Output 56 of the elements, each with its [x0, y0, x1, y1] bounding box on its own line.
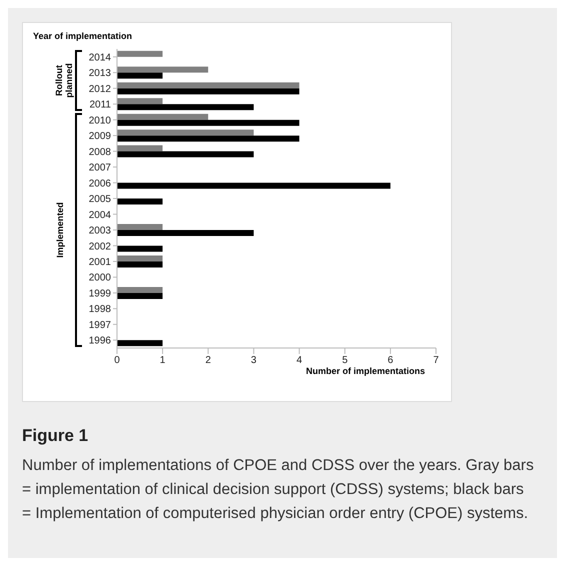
x-tick-label: 0 [114, 355, 120, 366]
bar [117, 120, 300, 126]
bar [117, 98, 163, 104]
bar [117, 261, 163, 268]
bar [117, 198, 163, 205]
bar [117, 230, 254, 236]
y-tick-label: 1999 [88, 288, 112, 300]
bar [117, 224, 163, 230]
x-tick-label: 5 [342, 355, 348, 366]
text: Number of implementations of CPOE and CDSS over the years. Gray bars = implementation of clinical decision support (CDSS) systems; black bars = Implementation of computerised physician order entry (CPOE) systems. [22, 456, 535, 524]
x-tick-label: 3 [250, 355, 257, 366]
bar [117, 292, 163, 299]
bar [117, 136, 300, 142]
y-tick-label: 2013 [88, 68, 112, 80]
y-tick-label: 1998 [88, 304, 112, 316]
y-tick-label: 2005 [88, 194, 112, 206]
y-tick-label: 1996 [88, 336, 112, 347]
bar [117, 246, 163, 252]
bar [117, 130, 254, 136]
y-tick-label: 2012 [88, 84, 112, 95]
bar [117, 104, 254, 110]
bar [117, 66, 208, 73]
y-tick-label: 2003 [88, 226, 112, 237]
text: Implemented [55, 202, 65, 258]
y-axis-title: Year of implementation [33, 31, 132, 41]
bar [117, 255, 163, 262]
y-tick-label: 2006 [88, 178, 112, 190]
y-tick-label: 2008 [88, 146, 112, 158]
bar [117, 340, 163, 346]
y-tick-label: 2011 [89, 100, 112, 111]
x-tick-label: 2 [205, 355, 212, 366]
y-tick-label: 1997 [88, 320, 112, 331]
bar [117, 182, 390, 189]
x-tick-label: 7 [433, 355, 440, 366]
y-tick-label: 2000 [88, 272, 112, 284]
bar [117, 88, 300, 94]
bar [117, 151, 254, 158]
y-tick-label: 2014 [88, 52, 112, 64]
text: Rollout planned [54, 63, 74, 98]
y-tick-label: 2001 [88, 256, 112, 268]
bar [117, 50, 163, 57]
x-tick-label: 1 [160, 355, 166, 366]
bar [117, 114, 208, 120]
bar [117, 145, 163, 152]
y-tick-label: 2007 [88, 162, 112, 174]
bar [117, 82, 300, 88]
y-tick-label: 2010 [88, 115, 112, 126]
y-tick-label: 2004 [88, 210, 112, 221]
bar [117, 286, 163, 293]
y-tick-label: 2002 [88, 241, 112, 252]
y-tick-label: 2009 [88, 131, 112, 142]
bar [117, 72, 163, 79]
x-axis-title: Number of implementations [306, 366, 425, 376]
x-tick-label: 6 [388, 355, 394, 366]
x-tick-label: 4 [296, 355, 303, 366]
caption: Figure 1 [22, 426, 88, 446]
